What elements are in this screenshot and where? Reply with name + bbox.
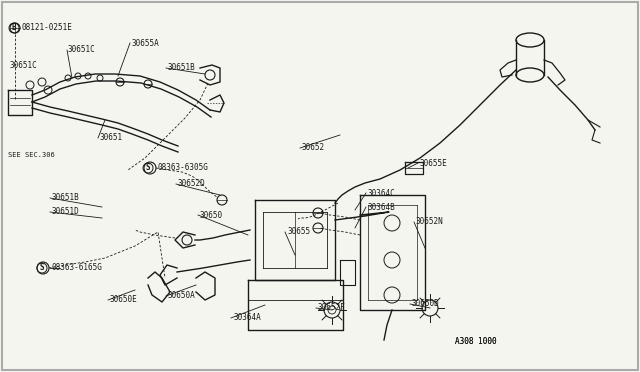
Text: 30364B: 30364B	[368, 202, 396, 212]
Text: 30651: 30651	[100, 134, 123, 142]
Text: A308 1000: A308 1000	[455, 337, 497, 346]
Text: 30655E: 30655E	[420, 158, 448, 167]
Text: 30652N: 30652N	[416, 218, 444, 227]
Text: 30655A: 30655A	[132, 38, 160, 48]
Text: 30650E: 30650E	[110, 295, 138, 305]
Text: A308 1000: A308 1000	[455, 337, 497, 346]
Text: 30651C: 30651C	[68, 45, 96, 55]
Text: 30364C: 30364C	[368, 189, 396, 198]
Text: 08363-6165G: 08363-6165G	[52, 263, 103, 273]
Text: 30651D: 30651D	[52, 208, 80, 217]
Text: S: S	[40, 263, 44, 273]
Text: 30650A: 30650A	[168, 292, 196, 301]
Text: 30652D: 30652D	[178, 180, 205, 189]
Text: 30655: 30655	[287, 228, 310, 237]
Text: 30651B: 30651B	[168, 64, 196, 73]
Text: 30651C: 30651C	[10, 61, 38, 70]
Text: 30364A: 30364A	[233, 314, 260, 323]
Text: 30650: 30650	[200, 211, 223, 219]
Text: 30652F: 30652F	[318, 304, 346, 312]
Text: S: S	[146, 164, 150, 173]
Text: B: B	[12, 23, 16, 32]
Text: 30652: 30652	[302, 144, 325, 153]
Text: SEE SEC.306: SEE SEC.306	[8, 152, 55, 158]
Text: 30651B: 30651B	[52, 193, 80, 202]
Text: 08121-0251E: 08121-0251E	[22, 23, 73, 32]
Text: 30650D: 30650D	[412, 299, 440, 308]
Text: 08363-6305G: 08363-6305G	[158, 164, 209, 173]
